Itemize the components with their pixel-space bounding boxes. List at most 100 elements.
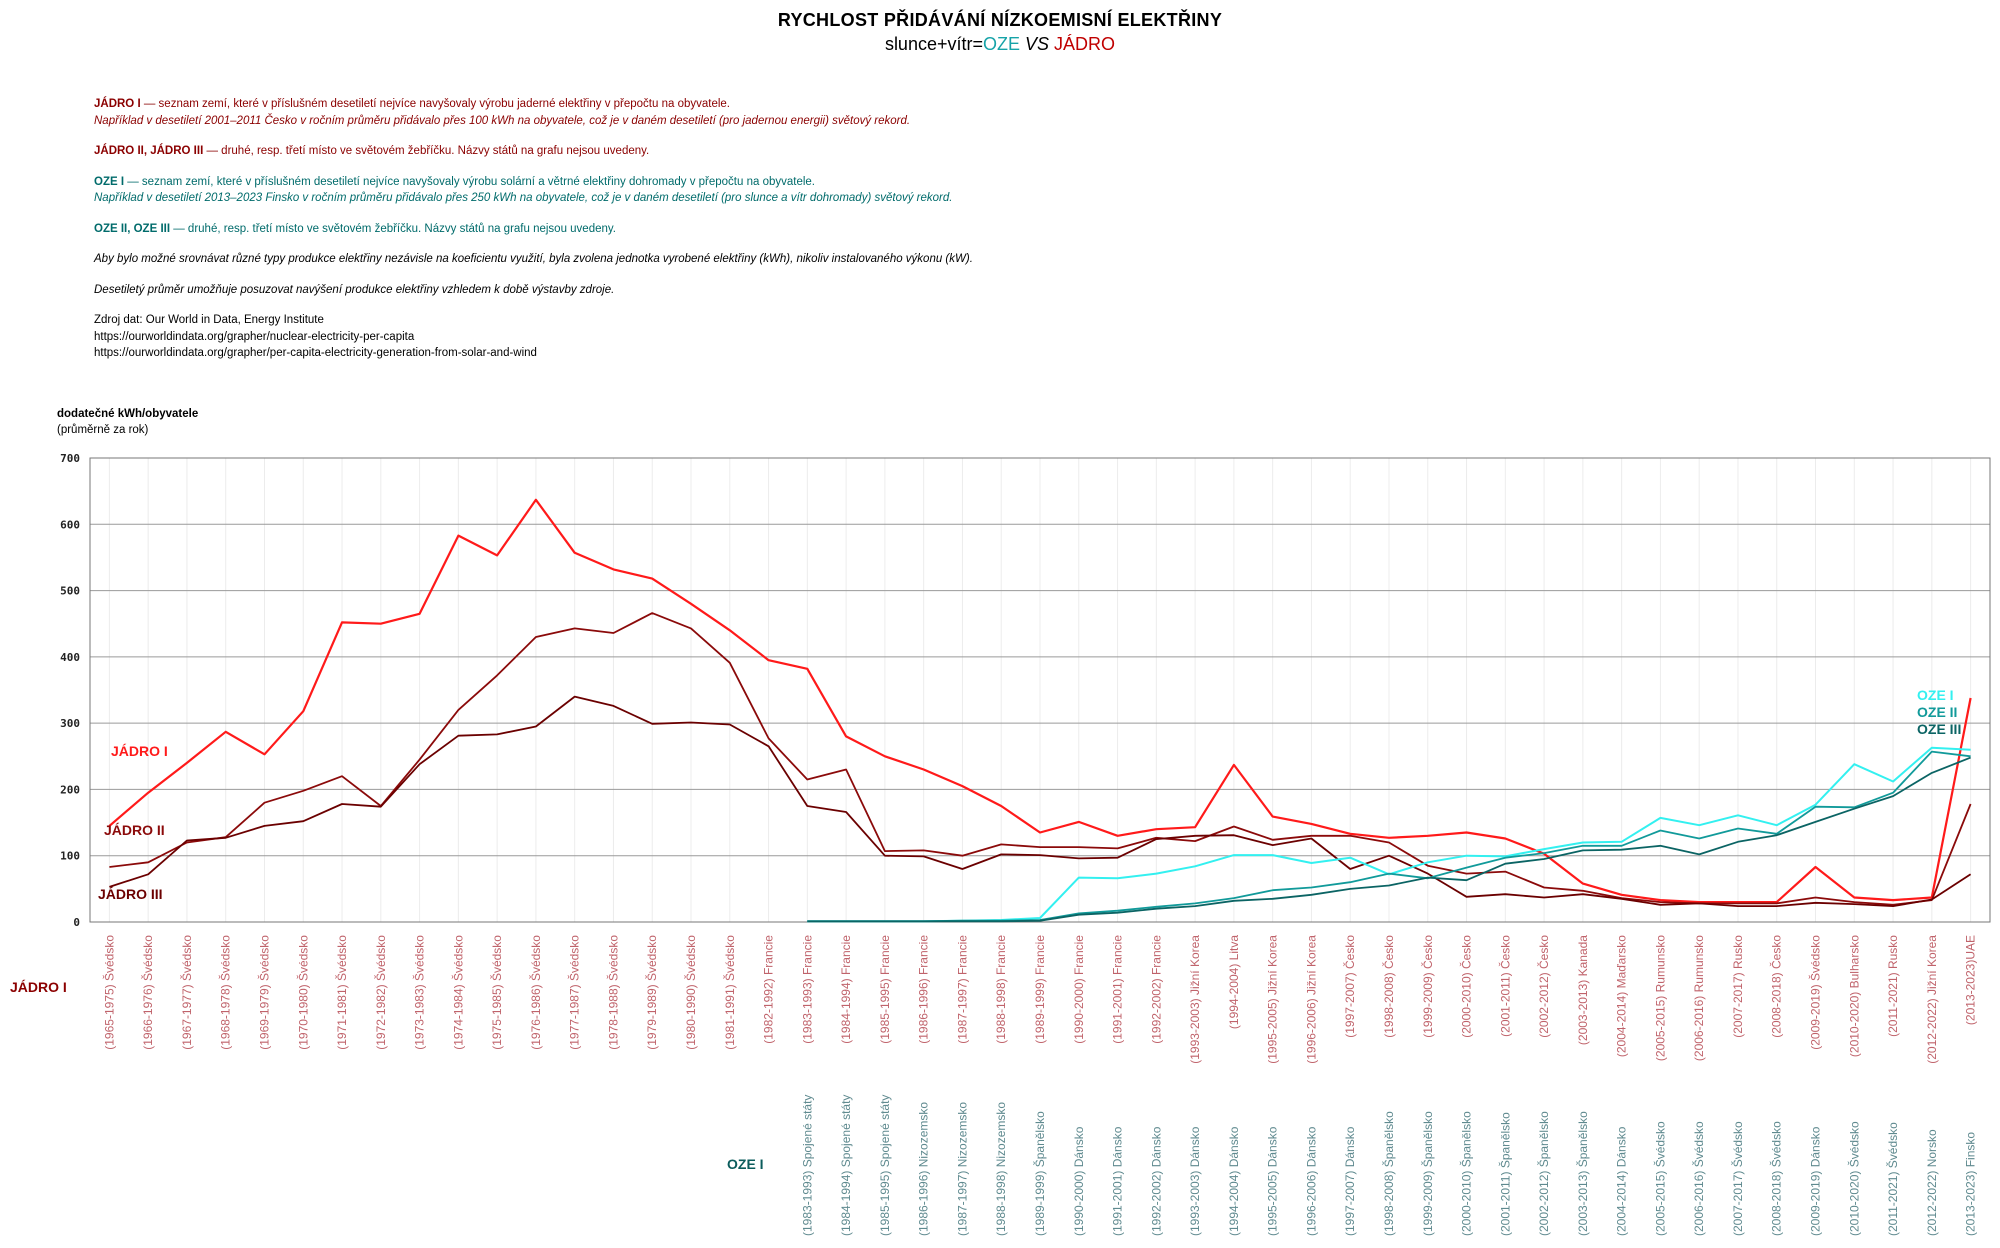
y-tick-label: 700 xyxy=(60,452,80,465)
y-axis-sublabel: (průměrně za rok) xyxy=(57,424,149,436)
x-category-label-oze: (1985-1995) Spojené státy xyxy=(878,1095,892,1236)
x-category-label-oze: (2004-2014) Dánsko xyxy=(1615,1126,1629,1236)
x-category-label-jadro: (1972-1982) Švédsko xyxy=(373,935,388,1050)
chart-subtitle: slunce+vítr=OZE VS JÁDRO xyxy=(0,34,2000,55)
series-line-jadro3 xyxy=(109,695,1972,907)
x-category-label-jadro: (1992-2002) Francie xyxy=(1149,935,1163,1044)
series-label-oze2: OZE II xyxy=(1917,704,1957,720)
x-category-label-jadro: (1995-2005) Jižní Korea xyxy=(1266,935,1280,1064)
note-jadro23-text: — druhé, resp. třetí místo ve světovém ž… xyxy=(203,145,650,157)
note-oze1-label: OZE I xyxy=(94,175,125,188)
x-category-label-jadro: (1986-1996) Francie xyxy=(917,935,931,1044)
series-label-oze1: OZE I xyxy=(1917,687,1954,703)
x-category-label-jadro: (1979-1989) Švédsko xyxy=(644,935,659,1050)
x-category-label-jadro: (1973-1983) Švédsko xyxy=(412,935,427,1050)
y-tick-label: 600 xyxy=(60,518,80,531)
x-category-label-oze: (1988-1998) Nizozemsko xyxy=(994,1102,1008,1236)
note-oze23-label: OZE II, OZE III xyxy=(94,222,171,235)
x-category-label-oze: (1997-2007) Dánsko xyxy=(1343,1126,1357,1236)
x-category-label-oze: (1999-2009) Španělsko xyxy=(1420,1111,1435,1236)
note-unit: Aby bylo možné srovnávat různé typy prod… xyxy=(94,253,973,265)
x-category-label-oze: (1984-1994) Spojené státy xyxy=(839,1095,853,1236)
x-category-label-jadro: (1983-1993) Francie xyxy=(800,935,814,1044)
x-category-label-oze: (1993-2003) Dánsko xyxy=(1188,1126,1202,1236)
x-category-label-jadro: (1978-1988) Švédsko xyxy=(605,935,620,1050)
oze-axis-label: OZE I xyxy=(727,1156,764,1172)
subtitle-prefix: slunce+vítr= xyxy=(884,34,983,54)
note-jadro1-label: JÁDRO I xyxy=(94,98,141,110)
x-category-label-jadro: (2005-2015) Rumunsko xyxy=(1653,935,1667,1061)
x-category-label-jadro: (2002-2012) Česko xyxy=(1536,935,1551,1038)
x-category-label-jadro: (1982-1992) Francie xyxy=(762,935,776,1044)
y-axis-label: dodatečné kWh/obyvatele xyxy=(57,408,199,420)
x-category-label-jadro: (2004-2014) Maďarsko xyxy=(1615,935,1629,1057)
x-category-label-jadro: (2013-2023)UAE xyxy=(1964,935,1978,1025)
explanation-notes: JÁDRO I — seznam zemí, které v příslušné… xyxy=(94,96,973,362)
note-jadro23-label: JÁDRO II, JÁDRO III xyxy=(94,145,204,157)
x-category-label-oze: (1998-2008) Španělsko xyxy=(1381,1111,1396,1236)
x-category-label-oze: (1992-2002) Dánsko xyxy=(1149,1126,1163,1236)
source-link-solar-wind[interactable]: https://ourworldindata.org/grapher/per-c… xyxy=(94,347,537,359)
series-label-oze3: OZE III xyxy=(1917,721,1961,737)
note-jadro1-example: Například v desetiletí 2001–2011 Česko v… xyxy=(94,114,911,127)
x-category-label-jadro: (1969-1979) Švédsko xyxy=(256,935,271,1050)
x-category-label-jadro: (1970-1980) Švédsko xyxy=(295,935,310,1050)
x-category-label-jadro: (1965-1975) Švédsko xyxy=(101,935,116,1050)
series-label-jadro3: JÁDRO III xyxy=(98,886,163,902)
x-category-label-oze: (2000-2010) Španělsko xyxy=(1459,1111,1474,1236)
note-jadro1-text: — seznam zemí, které v příslušném deseti… xyxy=(140,98,730,110)
y-tick-label: 0 xyxy=(73,916,80,929)
x-category-label-jadro: (2008-2018) Česko xyxy=(1769,935,1784,1038)
x-category-label-jadro: (2012-2022) Jižní Korea xyxy=(1925,935,1939,1064)
x-category-label-oze: (2011-2021) Švédsko xyxy=(1885,1122,1900,1236)
y-tick-label: 400 xyxy=(60,651,80,664)
x-category-label-jadro: (1974-1984) Švédsko xyxy=(450,935,465,1050)
plot-area-frame xyxy=(89,457,1991,923)
x-category-label-jadro: (1968-1978) Švédsko xyxy=(218,935,233,1050)
x-category-label-jadro: (1987-1997) Francie xyxy=(955,935,969,1044)
x-category-label-jadro: (2011-2021) Rusko xyxy=(1886,935,1900,1037)
subtitle-jadro: JÁDRO xyxy=(1054,34,1116,54)
x-category-label-jadro: (1971-1981) Švédsko xyxy=(334,935,349,1050)
x-category-label-jadro: (2003-2013) Kanada xyxy=(1576,935,1590,1045)
source-link-nuclear[interactable]: https://ourworldindata.org/grapher/nucle… xyxy=(94,330,415,343)
x-category-label-jadro: (2006-2016) Rumunsko xyxy=(1692,935,1706,1061)
x-category-label-jadro: (1993-2003) Jižní Korea xyxy=(1188,935,1202,1064)
series-line-jadro2 xyxy=(109,612,1972,906)
note-oze23: OZE II, OZE III — druhé, resp. třetí mís… xyxy=(94,221,973,238)
jadro-axis-label: JÁDRO I xyxy=(10,979,67,995)
chart-title: RYCHLOST PŘIDÁVÁNÍ NÍZKOEMISNÍ ELEKTŘINY xyxy=(777,10,1223,30)
subtitle-vs: VS xyxy=(1020,34,1055,54)
x-category-label-oze: (2009-2019) Dánsko xyxy=(1809,1126,1823,1236)
x-category-label-oze: (1994-2004) Dánsko xyxy=(1227,1126,1241,1236)
x-category-label-oze: (2002-2012) Španělsko xyxy=(1536,1111,1551,1236)
series-line-jadro1 xyxy=(108,498,1972,904)
series-label-jadro2: JÁDRO II xyxy=(104,822,165,838)
x-category-label-jadro: (2001-2011) Česko xyxy=(1497,935,1512,1037)
x-category-label-jadro: (1977-1987) Švédsko xyxy=(567,935,582,1050)
x-category-label-jadro: (1994-2004) Litva xyxy=(1227,935,1241,1029)
x-category-label-jadro: (1990-2000) Francie xyxy=(1072,935,1086,1044)
x-category-label-oze: (2013-2023) Finsko xyxy=(1964,1132,1978,1236)
x-category-label-oze: (1986-1996) Nizozemsko xyxy=(917,1102,931,1236)
x-category-label-oze: (2012-2022) Norsko xyxy=(1925,1129,1939,1236)
x-category-label-jadro: (1998-2008) Česko xyxy=(1381,935,1396,1038)
x-category-label-oze: (2005-2015) Švédsko xyxy=(1652,1121,1667,1236)
note-oze1-text: — seznam zemí, které v příslušném deseti… xyxy=(124,175,815,188)
x-category-label-jadro: (1996-2006) Jižní Korea xyxy=(1304,935,1318,1064)
x-category-label-jadro: (2007-2017) Rusko xyxy=(1731,935,1745,1038)
series-line-oze3 xyxy=(807,756,1971,923)
x-category-label-oze: (2007-2017) Švédsko xyxy=(1730,1121,1745,1236)
x-category-label-jadro: (1989-1999) Francie xyxy=(1033,935,1047,1044)
x-category-label-oze: (2008-2018) Švédsko xyxy=(1769,1121,1784,1236)
x-category-label-oze: (1990-2000) Dánsko xyxy=(1072,1126,1086,1236)
x-category-label-jadro: (2000-2010) Česko xyxy=(1459,935,1474,1038)
x-category-label-jadro: (1967-1977) Švédsko xyxy=(179,935,194,1050)
source-label: Zdroj dat: Our World in Data, Energy Ins… xyxy=(94,314,324,326)
x-category-label-oze: (2006-2016) Švédsko xyxy=(1691,1121,1706,1236)
note-oze1-example: Například v desetiletí 2013–2023 Finsko … xyxy=(94,192,953,204)
x-category-label-oze: (2003-2013) Španělsko xyxy=(1575,1111,1590,1236)
x-category-label-jadro: (1981-1991) Švédsko xyxy=(722,935,737,1050)
x-category-label-oze: (1983-1993) Spojené státy xyxy=(800,1095,814,1236)
note-jadro23: JÁDRO II, JÁDRO III — druhé, resp. třetí… xyxy=(94,143,973,160)
